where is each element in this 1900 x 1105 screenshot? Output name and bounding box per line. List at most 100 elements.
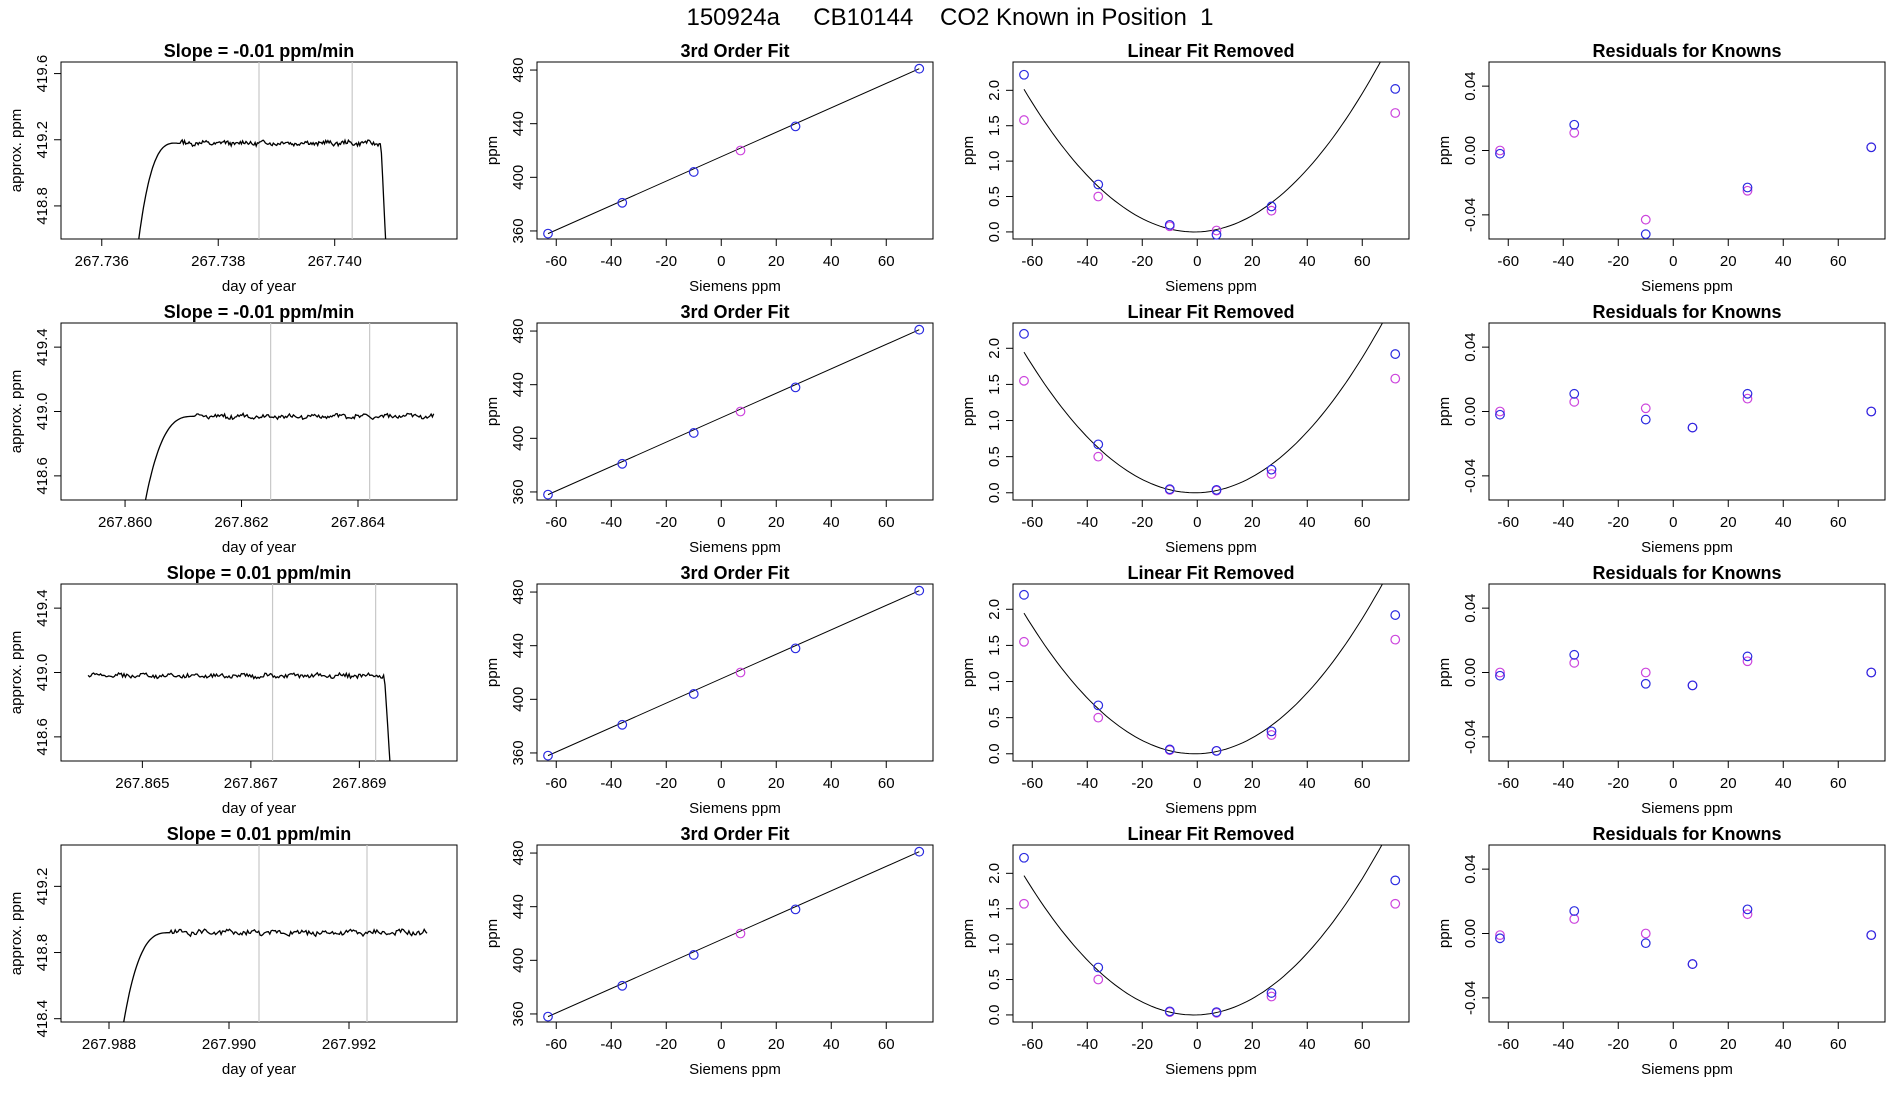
x-tick-label: 267.862 bbox=[214, 514, 268, 531]
x-tick-label: -40 bbox=[1552, 775, 1574, 792]
x-tick-label: -40 bbox=[1076, 514, 1098, 531]
data-point-blue bbox=[1266, 726, 1277, 737]
x-tick-label: 40 bbox=[1299, 514, 1316, 531]
y-axis-label: ppm bbox=[484, 136, 501, 165]
data-point-blue bbox=[1687, 680, 1698, 691]
y-tick-label: 440 bbox=[510, 633, 527, 658]
data-point-blue bbox=[790, 904, 801, 915]
x-axis-label: Siemens ppm bbox=[1165, 278, 1257, 295]
data-point-blue bbox=[617, 458, 628, 469]
y-tick-label: 0.0 bbox=[986, 221, 1003, 242]
plot-area bbox=[144, 323, 435, 500]
x-axis-label: Siemens ppm bbox=[1641, 1061, 1733, 1078]
data-point-magenta bbox=[1640, 667, 1651, 678]
data-point-blue bbox=[914, 585, 925, 596]
data-point-magenta bbox=[1093, 451, 1104, 462]
data-point-blue bbox=[914, 63, 925, 74]
data-point-blue bbox=[1495, 148, 1505, 159]
panel-r2-c4: Residuals for Knowns Siemens ppm ppm -60 -40… bbox=[1436, 302, 1886, 556]
y-tick-label: -0.04 bbox=[1462, 459, 1479, 493]
y-tick-label: 419.6 bbox=[34, 55, 51, 93]
x-tick-label: -60 bbox=[545, 514, 567, 531]
data-point-blue bbox=[1164, 744, 1175, 755]
x-tick-label: 0 bbox=[1193, 1036, 1201, 1053]
x-tick-label: 60 bbox=[878, 253, 895, 270]
x-tick-label: 40 bbox=[823, 1036, 840, 1053]
y-axis-label: ppm bbox=[1436, 397, 1453, 426]
y-tick-label: 0.00 bbox=[1462, 658, 1479, 687]
data-point-blue bbox=[1687, 959, 1698, 969]
y-tick-label: 440 bbox=[510, 111, 527, 136]
data-point-blue bbox=[1093, 962, 1104, 973]
data-point-magenta bbox=[1266, 730, 1277, 740]
x-tick-label: 267.860 bbox=[98, 514, 152, 531]
y-axis-label: ppm bbox=[484, 658, 501, 687]
data-point-blue bbox=[1569, 119, 1580, 130]
y-tick-label: 419.0 bbox=[34, 393, 51, 431]
x-tick-label: 20 bbox=[768, 775, 785, 792]
x-tick-label: 60 bbox=[1354, 1036, 1371, 1053]
data-point-magenta bbox=[1569, 914, 1580, 924]
y-tick-label: 0.0 bbox=[986, 1004, 1003, 1025]
data-point-blue bbox=[1019, 69, 1029, 80]
x-tick-label: -20 bbox=[1131, 775, 1153, 792]
x-tick-label: -40 bbox=[1076, 775, 1098, 792]
data-point-blue bbox=[1742, 904, 1753, 915]
y-tick-label: 0.00 bbox=[1462, 136, 1479, 165]
data-point-blue bbox=[1569, 649, 1580, 660]
y-axis-label: approx. ppm bbox=[8, 109, 25, 192]
x-tick-label: 40 bbox=[823, 253, 840, 270]
panel-r2-c2: 3rd Order Fit Siemens ppm ppm -60 -40 -20 0 20 4… bbox=[484, 302, 934, 556]
y-axis-label: ppm bbox=[960, 919, 977, 948]
y-tick-label: 2.0 bbox=[986, 338, 1003, 359]
plot-frame bbox=[1488, 583, 1886, 762]
fit-curve bbox=[1023, 323, 1384, 494]
y-tick-label: 418.4 bbox=[34, 1000, 51, 1038]
x-tick-label: 0 bbox=[1669, 1036, 1677, 1053]
data-point-blue bbox=[1390, 349, 1401, 359]
data-point-magenta bbox=[1266, 469, 1277, 479]
y-tick-label: 2.0 bbox=[986, 599, 1003, 620]
data-point-blue bbox=[1164, 219, 1175, 230]
y-tick-label: 1.0 bbox=[986, 934, 1003, 955]
plot-area bbox=[123, 845, 428, 1022]
y-tick-label: 0.00 bbox=[1462, 397, 1479, 426]
x-tick-label: 60 bbox=[878, 775, 895, 792]
x-tick-label: 0 bbox=[1669, 253, 1677, 270]
plot-area bbox=[547, 590, 920, 757]
y-tick-label: 480 bbox=[510, 319, 527, 344]
x-tick-label: -60 bbox=[1021, 253, 1043, 270]
y-tick-label: 0.5 bbox=[986, 186, 1003, 207]
data-point-magenta bbox=[1742, 393, 1753, 404]
data-point-magenta bbox=[1019, 115, 1029, 125]
data-point-blue bbox=[1569, 388, 1580, 399]
x-axis-label: day of year bbox=[222, 539, 296, 556]
y-tick-label: 419.2 bbox=[34, 868, 51, 906]
y-axis-label: approx. ppm bbox=[8, 892, 25, 975]
x-tick-label: 60 bbox=[1354, 253, 1371, 270]
y-tick-label: 1.5 bbox=[986, 115, 1003, 136]
y-tick-label: 360 bbox=[510, 479, 527, 504]
y-tick-label: 400 bbox=[510, 426, 527, 451]
x-tick-label: 20 bbox=[768, 514, 785, 531]
y-tick-label: 419.2 bbox=[34, 121, 51, 159]
plot-frame bbox=[1012, 322, 1410, 501]
x-tick-label: 40 bbox=[1775, 1036, 1792, 1053]
x-axis-label: Siemens ppm bbox=[1165, 539, 1257, 556]
data-point-magenta bbox=[735, 928, 746, 939]
fit-curve bbox=[1023, 62, 1381, 233]
y-tick-label: -0.04 bbox=[1462, 981, 1479, 1015]
y-tick-label: 360 bbox=[510, 1001, 527, 1026]
panel-r2-c3: Linear Fit Removed Siemens ppm ppm -60 -40 -2… bbox=[960, 302, 1410, 556]
x-axis-label: Siemens ppm bbox=[689, 800, 781, 817]
data-point-blue bbox=[1211, 1007, 1222, 1017]
x-tick-label: 40 bbox=[823, 514, 840, 531]
panel-title: Slope = 0.01 ppm/min bbox=[167, 563, 352, 583]
x-tick-label: -40 bbox=[1552, 514, 1574, 531]
y-axis-label: ppm bbox=[484, 919, 501, 948]
fit-line bbox=[547, 68, 920, 235]
x-tick-label: -20 bbox=[1131, 253, 1153, 270]
y-axis-label: ppm bbox=[1436, 919, 1453, 948]
data-point-blue bbox=[1390, 610, 1401, 620]
panel-title: Linear Fit Removed bbox=[1127, 563, 1294, 583]
